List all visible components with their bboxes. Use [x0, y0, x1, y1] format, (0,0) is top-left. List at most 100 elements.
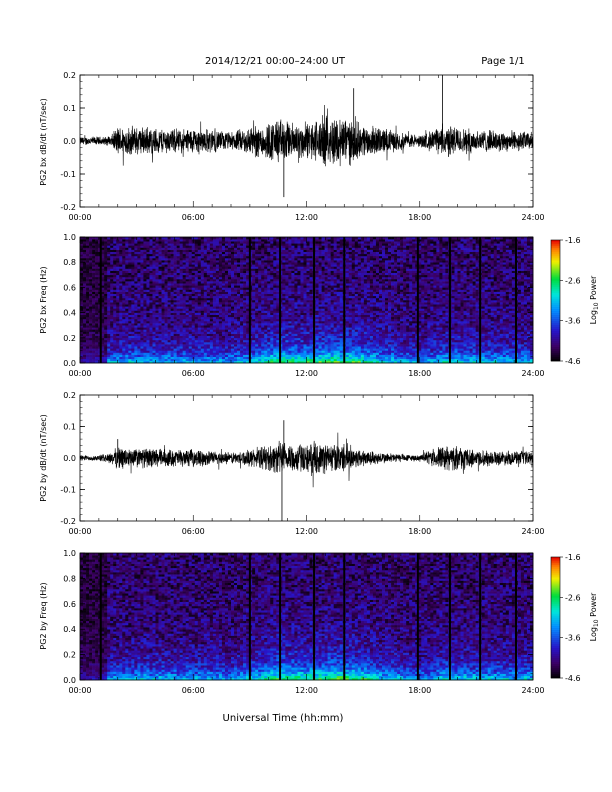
spectrogram-cell [204, 266, 207, 268]
spectrogram-cell [162, 277, 165, 279]
spectrogram-cell [307, 245, 310, 247]
spectrogram-cell [125, 281, 128, 283]
spectrogram-cell [258, 248, 261, 250]
spectrogram-cell [159, 285, 162, 287]
spectrogram-cell [143, 287, 146, 289]
spectrogram-cell [146, 355, 149, 357]
spectrogram-cell [186, 302, 189, 304]
spectrogram-cell [282, 258, 285, 260]
spectrogram-cell [252, 277, 255, 279]
spectrogram-cell [234, 342, 237, 344]
spectrogram-cell [285, 315, 288, 317]
spectrogram-cell [264, 252, 267, 254]
spectrogram-cell [297, 346, 300, 348]
spectrogram-cell [177, 258, 180, 260]
spectrogram-cell [143, 325, 146, 327]
spectrogram-cell [113, 357, 116, 359]
spectrogram-cell [231, 262, 234, 264]
spectrogram-cell [237, 313, 240, 315]
spectrogram-cell [89, 262, 92, 264]
spectrogram-cell [267, 250, 270, 252]
spectrogram-cell [303, 304, 306, 306]
spectrogram-cell [240, 327, 243, 329]
spectrogram-cell [282, 283, 285, 285]
spectrogram-cell [307, 256, 310, 258]
spectrogram-cell [310, 304, 313, 306]
spectrogram-cell [186, 271, 189, 273]
spectrogram-cell [258, 306, 261, 308]
spectrogram-cell [234, 332, 237, 334]
spectrogram-cell [267, 292, 270, 294]
spectrogram-cell [116, 308, 119, 310]
spectrogram-cell [307, 279, 310, 281]
spectrogram-cell [119, 241, 122, 243]
spectrogram-cell [285, 325, 288, 327]
spectrogram-cell [156, 250, 159, 252]
spectrogram-cell [146, 273, 149, 275]
spectrogram-cell [243, 283, 246, 285]
spectrogram-cell [297, 344, 300, 346]
spectrogram-cell [237, 334, 240, 336]
spectrogram-cell [207, 285, 210, 287]
spectrogram-cell [316, 329, 319, 331]
spectrogram-cell [201, 279, 204, 281]
spectrogram-cell [207, 315, 210, 317]
spectrogram-cell [228, 342, 231, 344]
spectrogram-cell [231, 304, 234, 306]
spectrogram-cell [180, 262, 183, 264]
spectrogram-cell [122, 342, 125, 344]
spectrogram-cell [168, 250, 171, 252]
spectrogram-cell [177, 348, 180, 350]
spectrogram-cell [216, 317, 219, 319]
spectrogram-cell [243, 300, 246, 302]
spectrogram-cell [134, 258, 137, 260]
spectrogram-cell [258, 353, 261, 355]
spectrogram-cell [207, 342, 210, 344]
spectrogram-cell [174, 308, 177, 310]
spectrogram-cell [152, 260, 155, 262]
spectrogram-cell [162, 241, 165, 243]
spectrogram-cell [110, 336, 113, 338]
spectrogram-cell [177, 287, 180, 289]
spectrogram-cell [204, 262, 207, 264]
spectrogram-cell [273, 334, 276, 336]
spectrogram-cell [261, 290, 264, 292]
spectrogram-cell [228, 262, 231, 264]
spectrogram-cell [201, 355, 204, 357]
spectrogram-cell [107, 266, 110, 268]
spectrogram-cell [134, 250, 137, 252]
spectrogram-cell [264, 264, 267, 266]
spectrogram-cell [140, 355, 143, 357]
spectrogram-cell [180, 348, 183, 350]
spectrogram-cell [168, 317, 171, 319]
spectrogram-cell [110, 283, 113, 285]
spectrogram-cell [307, 254, 310, 256]
spectrogram-cell [89, 327, 92, 329]
spectrogram-cell [310, 269, 313, 271]
spectrogram-cell [156, 277, 159, 279]
spectrogram-cell [128, 285, 131, 287]
spectrogram-cell [231, 275, 234, 277]
spectrogram-cell [288, 245, 291, 247]
spectrogram-cell [258, 260, 261, 262]
spectrogram-cell [192, 250, 195, 252]
spectrogram-cell [264, 332, 267, 334]
spectrogram-cell [189, 311, 192, 313]
spectrogram-cell [86, 287, 89, 289]
spectrogram-cell [243, 275, 246, 277]
spectrogram-cell [95, 355, 98, 357]
spectrogram-cell [159, 308, 162, 310]
spectrogram-cell [219, 346, 222, 348]
spectrogram-cell [137, 279, 140, 281]
spectrogram-cell [201, 254, 204, 256]
spectrogram-cell [231, 302, 234, 304]
spectrogram-cell [310, 338, 313, 340]
spectrogram-cell [219, 319, 222, 321]
spectrogram-cell [285, 332, 288, 334]
spectrogram-cell [307, 290, 310, 292]
spectrogram-cell [180, 353, 183, 355]
spectrogram-cell [177, 332, 180, 334]
spectrogram-cell [156, 264, 159, 266]
spectrogram-cell [195, 273, 198, 275]
spectrogram-cell [140, 317, 143, 319]
